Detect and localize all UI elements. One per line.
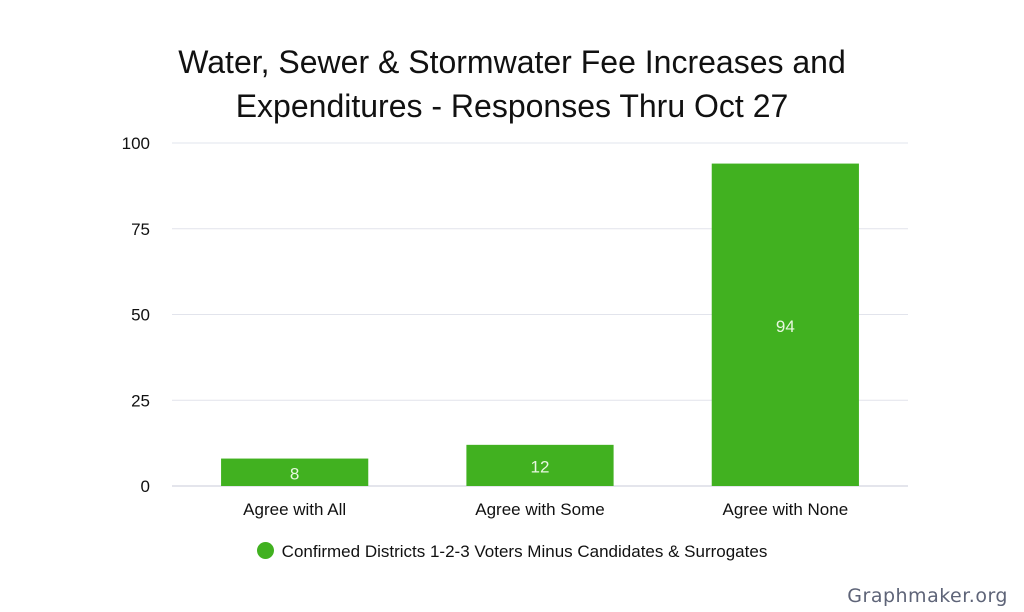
y-tick-label: 100 <box>122 134 150 153</box>
data-label: 12 <box>531 457 550 476</box>
chart-title-line-1: Water, Sewer & Stormwater Fee Increases … <box>178 44 846 80</box>
x-tick-label: Agree with None <box>722 500 848 519</box>
bar <box>711 163 859 486</box>
bar <box>221 458 369 486</box>
legend[interactable]: Confirmed Districts 1-2-3 Voters Minus C… <box>0 542 1024 562</box>
bar <box>466 444 614 486</box>
y-tick-label: 25 <box>131 391 150 410</box>
chart-title: Water, Sewer & Stormwater Fee Increases … <box>0 40 1024 128</box>
legend-marker <box>256 542 274 559</box>
data-label: 8 <box>290 464 299 483</box>
y-tick-label: 50 <box>131 306 150 325</box>
y-tick-label: 0 <box>141 477 150 496</box>
y-tick-label: 75 <box>131 220 150 239</box>
data-label: 94 <box>776 317 795 336</box>
x-tick-label: Agree with Some <box>475 500 604 519</box>
legend-label: Confirmed Districts 1-2-3 Voters Minus C… <box>281 542 768 561</box>
watermark: Graphmaker.org <box>847 585 1008 607</box>
chart-title-line-2: Expenditures - Responses Thru Oct 27 <box>235 88 789 124</box>
x-tick-label: Agree with All <box>243 500 346 519</box>
